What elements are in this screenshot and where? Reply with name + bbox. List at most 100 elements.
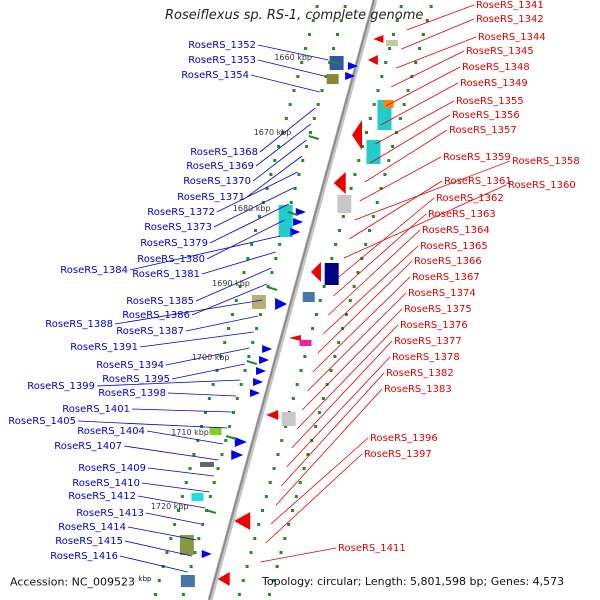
- track-dot-1: [224, 439, 228, 442]
- track-dot-3: [379, 187, 383, 190]
- track-dot-3: [294, 495, 298, 498]
- gene-label-reverse: RoseRS_1411: [338, 543, 406, 554]
- track-dot-0: [311, 19, 315, 22]
- track-dot-0: [246, 257, 250, 260]
- leader-line-forward: [114, 299, 263, 325]
- leader-line-reverse: [312, 276, 411, 373]
- scale-tick-mark: [205, 509, 217, 514]
- leader-line-forward: [77, 420, 228, 429]
- track-dot-2: [388, 47, 392, 50]
- gene-arrow: [253, 378, 264, 386]
- track-dot-0: [288, 103, 292, 106]
- track-dot-3: [329, 369, 333, 372]
- gene-label-forward: RoseRS_1371: [177, 192, 245, 203]
- track-dot-2: [349, 187, 353, 190]
- track-dot-0: [238, 285, 242, 288]
- track-dot-2: [368, 117, 372, 120]
- gene-label-reverse: RoseRS_1349: [460, 78, 528, 89]
- track-dot-1: [312, 117, 316, 120]
- gene-label-forward: RoseRS_1398: [98, 388, 166, 399]
- leader-line-reverse: [364, 129, 448, 183]
- gene-label-forward: RoseRS_1416: [50, 551, 118, 562]
- leader-line-reverse: [406, 4, 475, 31]
- leader-line-forward: [252, 139, 307, 182]
- leader-line-forward: [185, 315, 259, 332]
- gene-arrow: [250, 389, 261, 397]
- track-dot-0: [188, 467, 192, 470]
- gene-label-forward: RoseRS_1391: [70, 342, 138, 353]
- gene-arrow: [347, 62, 358, 70]
- leader-line-reverse: [369, 114, 451, 164]
- track-dot-2: [261, 509, 265, 512]
- track-dot-1: [305, 145, 309, 148]
- gene-label-forward: RoseRS_1373: [144, 222, 212, 233]
- track-dot-3: [302, 467, 306, 470]
- track-dot-3: [287, 523, 291, 526]
- gene-box: [366, 140, 381, 164]
- track-dot-2: [364, 131, 368, 134]
- scale-tick-mark: [266, 286, 278, 291]
- leader-line-forward: [165, 347, 250, 366]
- gene-box: [326, 74, 339, 84]
- gene-arrow: [262, 345, 273, 353]
- track-dot-1: [193, 551, 197, 554]
- track-dot-0: [242, 271, 246, 274]
- scale-tick-mark: [308, 135, 319, 140]
- track-dot-1: [247, 355, 251, 358]
- track-dot-0: [219, 355, 223, 358]
- track-dot-1: [255, 327, 259, 330]
- gene-label-reverse: RoseRS_1362: [436, 193, 504, 204]
- leader-line-forward: [146, 430, 223, 445]
- track-dot-3: [425, 19, 429, 22]
- gene-label-reverse: RoseRS_1382: [386, 368, 454, 379]
- track-dot-0: [296, 75, 300, 78]
- track-dot-3: [298, 481, 302, 484]
- gene-label-forward: RoseRS_1395: [102, 374, 170, 385]
- track-dot-2: [299, 369, 303, 372]
- gene-label-forward: RoseRS_1372: [147, 207, 215, 218]
- gene-label-reverse: RoseRS_1365: [420, 241, 488, 252]
- leader-line-forward: [141, 482, 210, 493]
- leader-line-forward: [147, 467, 215, 477]
- track-dot-2: [330, 257, 334, 260]
- leader-line-forward: [213, 187, 294, 228]
- gene-arrow: [345, 72, 356, 80]
- gene-arrow: [310, 262, 321, 282]
- gene-arrow: [217, 572, 230, 586]
- backbone-line: [208, 0, 375, 600]
- leader-line-forward: [195, 267, 272, 302]
- gene-label-forward: RoseRS_1405: [8, 416, 76, 427]
- leader-line-forward: [145, 512, 201, 525]
- track-dot-2: [384, 61, 388, 64]
- track-dot-3: [418, 47, 422, 50]
- track-dot-3: [402, 103, 406, 106]
- track-dot-1: [332, 47, 336, 50]
- track-dot-1: [220, 453, 224, 456]
- track-dot-0: [215, 369, 219, 372]
- track-dot-0: [284, 117, 288, 120]
- leader-line-reverse: [291, 340, 393, 449]
- track-dot-0: [192, 453, 196, 456]
- gene-box: [179, 535, 194, 555]
- track-dot-0: [292, 89, 296, 92]
- track-dot-0: [273, 159, 277, 162]
- leader-line-forward: [257, 59, 325, 77]
- track-dot-0: [304, 47, 308, 50]
- track-dot-2: [257, 523, 261, 526]
- gene-arrow: [231, 450, 244, 460]
- gene-label-forward: RoseRS_1369: [186, 161, 254, 172]
- leader-line-forward: [131, 408, 232, 413]
- track-dot-0: [250, 243, 254, 246]
- scale-tick-mark: [225, 435, 237, 440]
- gene-label-reverse: RoseRS_1376: [400, 320, 468, 331]
- leader-line-reverse: [286, 356, 391, 468]
- track-dot-1: [235, 397, 239, 400]
- scale-tick-mark: [329, 60, 340, 65]
- track-dot-2: [237, 593, 241, 596]
- gene-labels: RoseRS_1352 RoseRS_1353 RoseRS_1354 RoseRS_…: [8, 0, 579, 562]
- track-dot-2: [241, 579, 245, 582]
- leader-line-reverse: [328, 229, 421, 316]
- track-dot-1: [274, 257, 278, 260]
- gene-box: [299, 340, 312, 346]
- gene-label-forward: RoseRS_1368: [190, 147, 258, 158]
